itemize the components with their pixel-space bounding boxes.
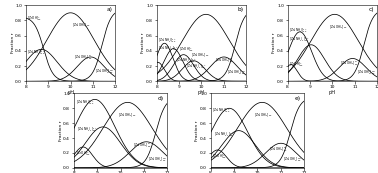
Text: [ZnOH]$^+_{aq}$: [ZnOH]$^+_{aq}$: [179, 45, 194, 53]
Text: [Zn(OH)$_2$]$_{aq}$: [Zn(OH)$_2$]$_{aq}$: [118, 111, 137, 118]
Y-axis label: Fraction r: Fraction r: [273, 33, 276, 53]
Text: [Zn(NH$_3$)$_2$]$^{2+}_{aq}$: [Zn(NH$_3$)$_2$]$^{2+}_{aq}$: [289, 35, 309, 43]
Text: [Zn(OH)$_2$]$_{aq}$: [Zn(OH)$_2$]$_{aq}$: [191, 51, 210, 58]
Y-axis label: Fraction r: Fraction r: [59, 120, 62, 141]
Text: [ZnOH]$^+_{aq}$: [ZnOH]$^+_{aq}$: [76, 149, 90, 157]
X-axis label: pH: pH: [67, 90, 74, 95]
Text: b): b): [237, 7, 243, 12]
Text: [Zn(OH)$_3$]$^-_{aq}$: [Zn(OH)$_3$]$^-_{aq}$: [133, 142, 152, 149]
Text: [Zn(OH)$_3$]$^-_{aq}$: [Zn(OH)$_3$]$^-_{aq}$: [269, 145, 288, 153]
Text: [Zn(NH$_3$)$_2$]$^{2+}_{aq}$: [Zn(NH$_3$)$_2$]$^{2+}_{aq}$: [77, 125, 98, 133]
Y-axis label: Fraction r: Fraction r: [195, 120, 199, 141]
Text: [Zn(NH$_3$)$_3$]$^{2+}_{aq}$: [Zn(NH$_3$)$_3$]$^{2+}_{aq}$: [176, 56, 196, 64]
Text: [Zn(NH$_3$)]$^{2+}_{aq}$: [Zn(NH$_3$)]$^{2+}_{aq}$: [158, 36, 177, 44]
Text: [ZnOH]$^+_{aq}$: [ZnOH]$^+_{aq}$: [289, 61, 304, 69]
Text: [Zn(OH)$_4$]$^{2-}_{aq}$: [Zn(OH)$_4$]$^{2-}_{aq}$: [357, 68, 376, 76]
Text: [Zn(OH)$_2$]$_{aq}$: [Zn(OH)$_2$]$_{aq}$: [254, 111, 273, 118]
Text: [Zn(OH)$_3$]$^-_{aq}$: [Zn(OH)$_3$]$^-_{aq}$: [215, 56, 234, 64]
Text: a): a): [107, 7, 112, 12]
Text: [Zn(NH$_3$)]$^{2+}_{aq}$: [Zn(NH$_3$)]$^{2+}_{aq}$: [28, 48, 46, 56]
Text: [Zn(NH$_3$)$_2$]$^{2+}_{aq}$: [Zn(NH$_3$)$_2$]$^{2+}_{aq}$: [214, 130, 234, 138]
Text: [Zn(OH)$_3$]$^-_{aq}$: [Zn(OH)$_3$]$^-_{aq}$: [74, 53, 93, 61]
Y-axis label: Fraction r: Fraction r: [141, 33, 146, 53]
Text: [Zn(OH)$_4$]$^{2-}_{aq}$: [Zn(OH)$_4$]$^{2-}_{aq}$: [283, 155, 302, 163]
Text: [Zn(OH)$_4$]$^{2-}_{aq}$: [Zn(OH)$_4$]$^{2-}_{aq}$: [95, 67, 115, 75]
Y-axis label: Fraction r: Fraction r: [11, 33, 14, 53]
Text: d): d): [158, 96, 164, 101]
Text: [Zn(NH$_3$)$_4$]$^{2+}_{aq}$: [Zn(NH$_3$)$_4$]$^{2+}_{aq}$: [186, 62, 206, 70]
Text: [Zn(OH)$_4$]$^{2-}_{aq}$: [Zn(OH)$_4$]$^{2-}_{aq}$: [147, 155, 167, 163]
Text: [Zn(NH$_3$)]$^{2+}_{aq}$: [Zn(NH$_3$)]$^{2+}_{aq}$: [289, 26, 308, 34]
X-axis label: pH: pH: [329, 90, 336, 95]
Text: e): e): [295, 96, 301, 101]
Text: [Zn(OH)$_2$]$_{aq}$: [Zn(OH)$_2$]$_{aq}$: [329, 23, 348, 30]
Text: [Zn(OH)$_2$]$_{aq}$: [Zn(OH)$_2$]$_{aq}$: [72, 21, 90, 28]
Text: c): c): [368, 7, 374, 12]
Text: [Zn(NH$_3$)]$^{2+}_{aq}$: [Zn(NH$_3$)]$^{2+}_{aq}$: [212, 106, 231, 114]
Text: [ZnOH]$^+_{aq}$: [ZnOH]$^+_{aq}$: [212, 152, 227, 160]
Text: [Zn(NH$_3$)]$^{2+}_{aq}$: [Zn(NH$_3$)]$^{2+}_{aq}$: [76, 98, 94, 106]
Text: [Zn(NH$_3$)$_2$]$^{2+}_{aq}$: [Zn(NH$_3$)$_2$]$^{2+}_{aq}$: [158, 44, 178, 52]
Text: [Zn(OH)$_4$]$^{2-}_{aq}$: [Zn(OH)$_4$]$^{2-}_{aq}$: [227, 68, 246, 76]
X-axis label: pH: pH: [198, 90, 205, 95]
Text: [ZnOH]$^+_{aq}$: [ZnOH]$^+_{aq}$: [28, 14, 42, 22]
Text: [Zn(OH)$_3$]$^-_{aq}$: [Zn(OH)$_3$]$^-_{aq}$: [340, 59, 359, 67]
